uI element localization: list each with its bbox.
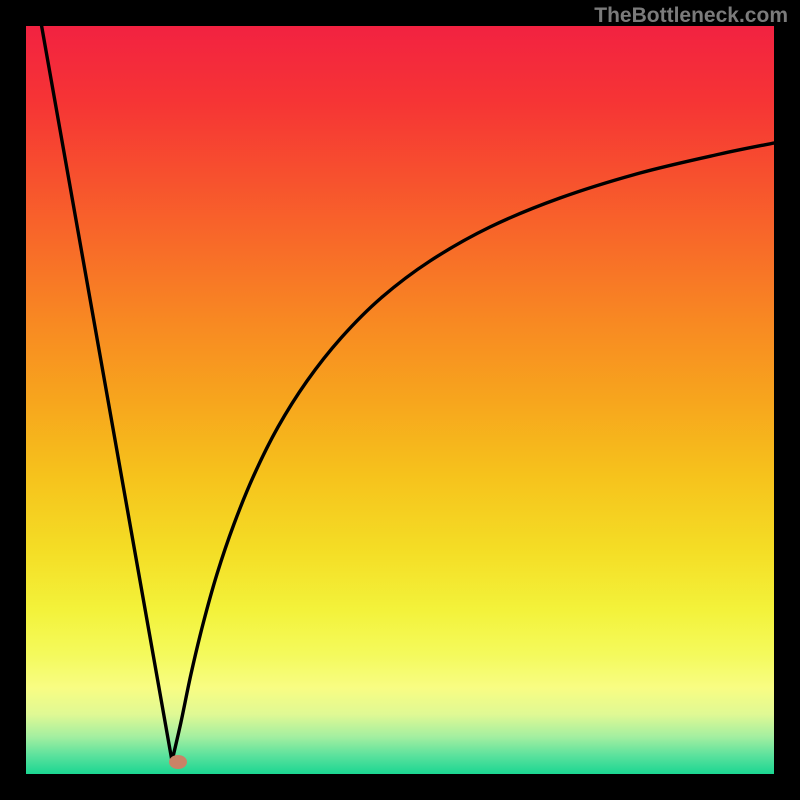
plot-background [26,26,774,774]
optimal-point-marker [169,755,187,769]
chart-canvas [0,0,800,800]
bottleneck-chart: TheBottleneck.com [0,0,800,800]
